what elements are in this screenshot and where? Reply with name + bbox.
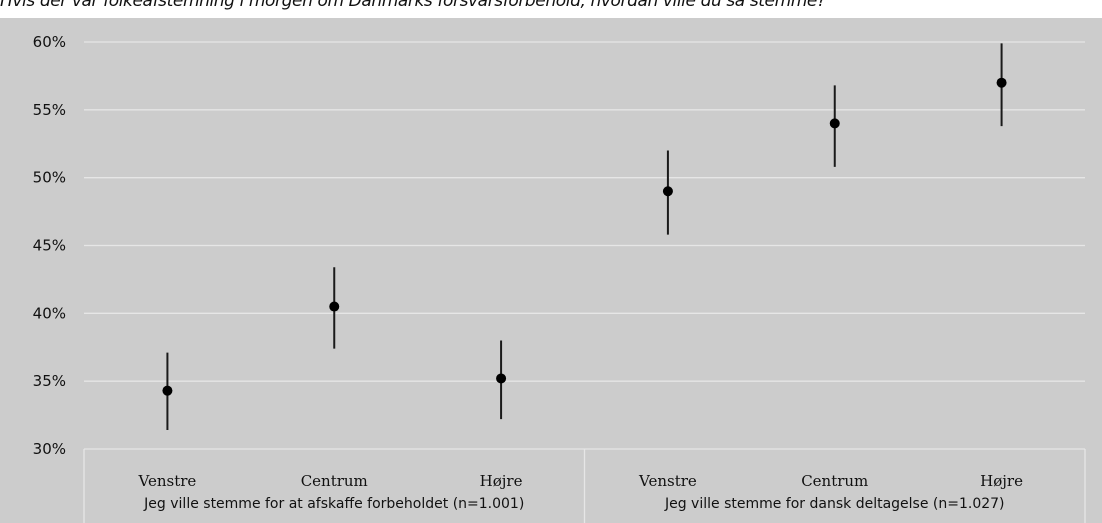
category-table: Jeg ville stemme for at afskaffe forbeho… xyxy=(83,448,1086,523)
y-tick-label-0: 30% xyxy=(33,440,66,458)
y-tick-label-3: 45% xyxy=(33,237,66,255)
gridlines xyxy=(84,41,1085,382)
group-label-1: Jeg ville stemme for dansk deltagelse (n… xyxy=(664,496,1005,512)
chart-title: Hvis der var folkeafstemning i morgen om… xyxy=(0,0,826,11)
category-label-0-0: Venstre xyxy=(138,472,197,490)
y-tick-label-4: 50% xyxy=(33,169,66,187)
data-point-1-0 xyxy=(662,186,673,197)
category-label-0-1: Centrum xyxy=(301,472,368,490)
y-axis: 30% 35% 40% 45% 50% 55% 60% xyxy=(33,33,66,458)
data-point-0-2 xyxy=(496,373,507,384)
category-label-1-2: Højre xyxy=(980,472,1023,490)
chart-svg: 30% 35% 40% 45% 50% 55% 60% Jeg ville stemme f… xyxy=(33,33,1086,523)
y-tick-label-5: 55% xyxy=(33,101,66,119)
y-tick-label-6: 60% xyxy=(33,33,66,51)
group-label-0: Jeg ville stemme for at afskaffe forbeho… xyxy=(143,496,524,512)
category-label-1-0: Venstre xyxy=(638,472,697,490)
y-tick-label-2: 40% xyxy=(33,304,66,322)
category-label-1-1: Centrum xyxy=(801,472,868,490)
category-label-0-2: Højre xyxy=(480,472,523,490)
chart-panel: 30% 35% 40% 45% 50% 55% 60% Jeg ville stemme f… xyxy=(0,18,1102,523)
data-point-1-2 xyxy=(996,77,1007,88)
data-point-1-1 xyxy=(829,118,840,129)
y-tick-label-1: 35% xyxy=(33,372,66,390)
data-point-0-0 xyxy=(162,385,173,396)
data-marks xyxy=(162,43,1007,431)
data-point-0-1 xyxy=(329,301,340,312)
